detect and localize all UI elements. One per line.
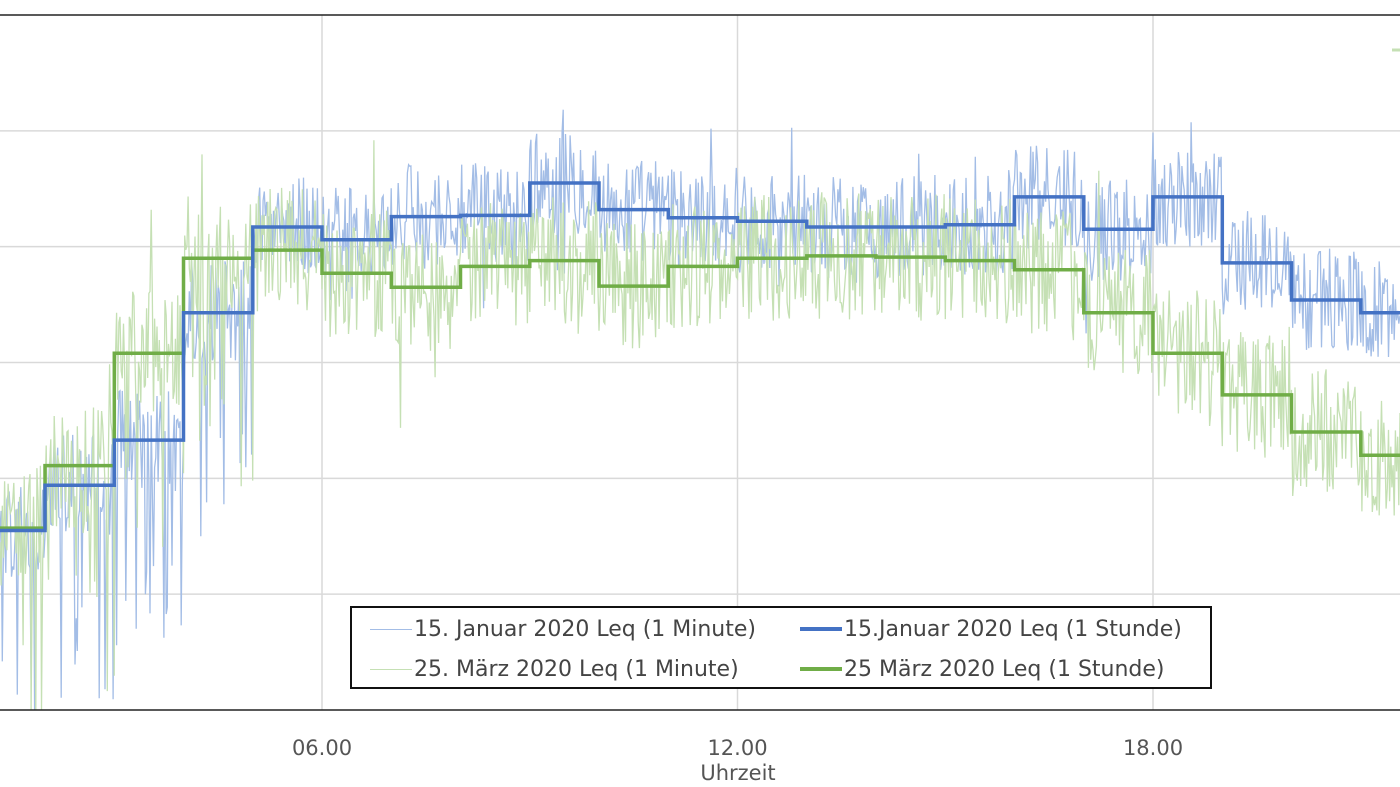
x-tick-label: 18.00: [1123, 736, 1183, 760]
legend-label: 25. März 2020 Leq (1 Minute): [414, 656, 739, 682]
x-tick-label: 06.00: [292, 736, 352, 760]
x-tick-labels: 06.00 12.00 18.00: [292, 736, 1183, 760]
legend-label: 15. Januar 2020 Leq (1 Minute): [414, 616, 756, 642]
legend-item-mar-minute[interactable]: 25. März 2020 Leq (1 Minute): [370, 654, 739, 684]
legend-label: 25 März 2020 Leq (1 Stunde): [844, 656, 1165, 682]
axes: [0, 14, 1400, 711]
series-layer: [0, 48, 1400, 711]
x-axis-title: Uhrzeit: [700, 761, 775, 785]
legend-item-mar-hour[interactable]: 25 März 2020 Leq (1 Stunde): [800, 654, 1165, 684]
series-line-jan_hour: [0, 181, 1400, 533]
legend-swatch-jan-minute: [370, 628, 412, 630]
legend-label: 15.Januar 2020 Leq (1 Stunde): [844, 616, 1182, 642]
legend-item-jan-minute[interactable]: 15. Januar 2020 Leq (1 Minute): [370, 614, 756, 644]
legend: 15. Januar 2020 Leq (1 Minute) 15.Januar…: [350, 606, 1212, 689]
series-line-mar_minute: [0, 140, 1400, 711]
x-tick-label: 12.00: [707, 736, 767, 760]
series-line-mar_hour: [0, 248, 1400, 530]
legend-swatch-mar-minute: [370, 668, 412, 670]
legend-item-jan-hour[interactable]: 15.Januar 2020 Leq (1 Stunde): [800, 614, 1182, 644]
legend-swatch-jan-hour: [800, 627, 842, 631]
legend-swatch-mar-hour: [800, 667, 842, 671]
